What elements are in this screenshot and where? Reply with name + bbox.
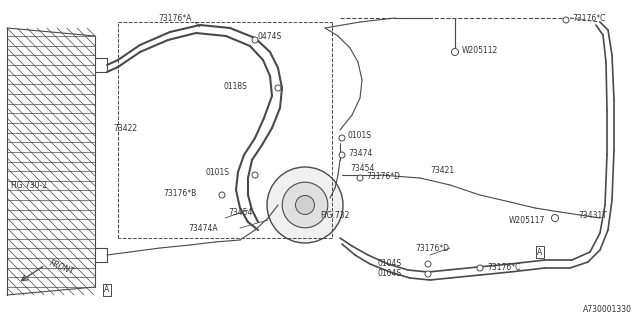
Text: W205112: W205112 <box>462 45 499 54</box>
Text: 0104S: 0104S <box>378 259 402 268</box>
Circle shape <box>267 167 343 243</box>
Text: FIG.732: FIG.732 <box>320 211 349 220</box>
Circle shape <box>339 135 345 141</box>
Text: 73176*A: 73176*A <box>158 13 192 22</box>
Text: FRONT: FRONT <box>48 259 76 277</box>
Text: 0118S: 0118S <box>223 82 247 91</box>
Circle shape <box>339 152 345 158</box>
Circle shape <box>425 271 431 277</box>
Text: 73474: 73474 <box>348 148 372 157</box>
Circle shape <box>219 192 225 198</box>
Circle shape <box>252 37 258 43</box>
Circle shape <box>451 49 458 55</box>
Circle shape <box>296 196 314 214</box>
Circle shape <box>282 182 328 228</box>
Text: FIG.730-2: FIG.730-2 <box>10 180 47 189</box>
Circle shape <box>252 172 258 178</box>
Text: W205117: W205117 <box>509 215 545 225</box>
Text: 73176*B: 73176*B <box>164 188 197 197</box>
Text: 73454: 73454 <box>350 164 374 172</box>
Text: 73474A: 73474A <box>188 223 218 233</box>
Circle shape <box>563 17 569 23</box>
Circle shape <box>357 175 363 181</box>
Text: 73176*C: 73176*C <box>487 263 520 273</box>
Text: 73176*C: 73176*C <box>572 13 605 22</box>
Text: 73176*D: 73176*D <box>366 172 400 180</box>
Text: A: A <box>104 285 109 294</box>
Text: 73176*D: 73176*D <box>415 244 449 252</box>
Circle shape <box>275 85 281 91</box>
Text: A730001330: A730001330 <box>583 305 632 314</box>
Circle shape <box>425 261 431 267</box>
Text: 73421: 73421 <box>430 165 454 174</box>
Text: 0101S: 0101S <box>206 167 230 177</box>
Text: 73454: 73454 <box>228 207 252 217</box>
Text: 0101S: 0101S <box>348 131 372 140</box>
Text: 73431T: 73431T <box>578 211 607 220</box>
Text: A: A <box>538 247 543 257</box>
Text: 73422: 73422 <box>113 124 137 132</box>
Text: 0474S: 0474S <box>258 31 282 41</box>
Circle shape <box>477 265 483 271</box>
Circle shape <box>552 214 559 221</box>
Text: 0104S: 0104S <box>378 268 402 277</box>
